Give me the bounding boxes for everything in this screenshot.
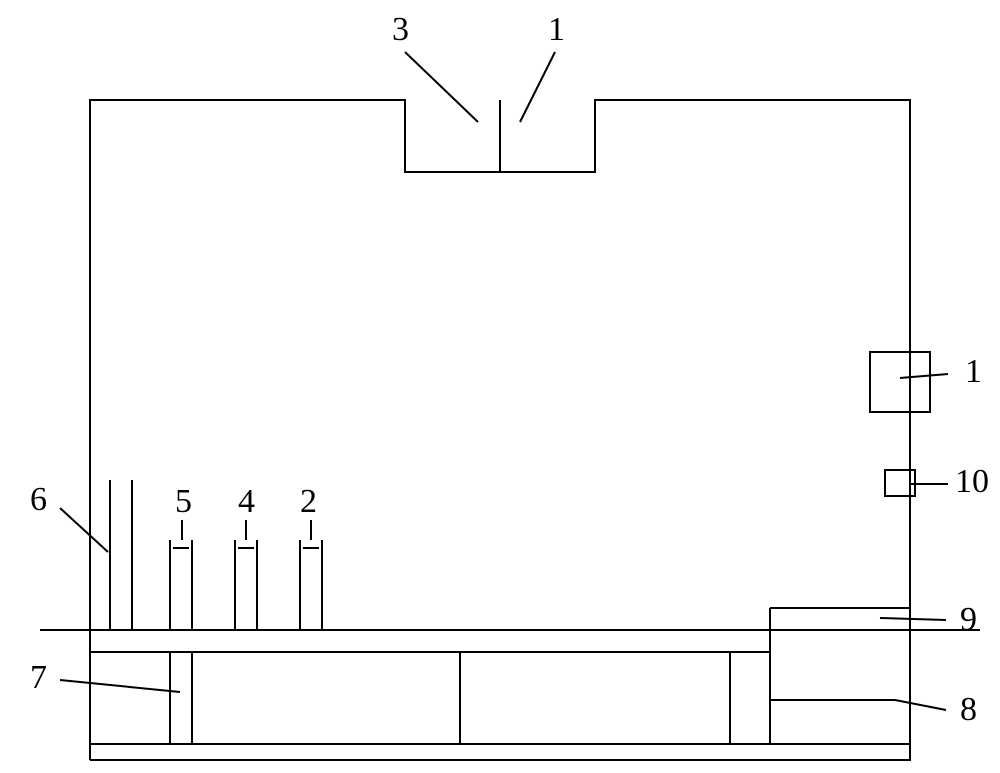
post-2 — [300, 540, 322, 630]
label-5: 5 — [175, 483, 192, 520]
leader-9-4 — [880, 618, 946, 620]
leader-8-5 — [895, 700, 946, 710]
leader-7-7 — [60, 680, 180, 692]
label-7: 7 — [30, 659, 47, 696]
post-0 — [170, 540, 192, 630]
leader-1-1 — [520, 52, 555, 122]
label-4: 4 — [238, 483, 255, 520]
baffle — [110, 480, 132, 630]
leader-6-6 — [60, 508, 108, 552]
leader-3-0 — [405, 52, 478, 122]
outer-box — [90, 100, 910, 760]
label-10: 10 — [955, 463, 989, 500]
label-3: 3 — [392, 11, 409, 48]
label-6: 6 — [30, 481, 47, 518]
leader-1-2 — [900, 374, 948, 378]
label-9: 9 — [960, 601, 977, 638]
label-1: 1 — [548, 11, 565, 48]
label-2: 2 — [300, 483, 317, 520]
post-1 — [235, 540, 257, 630]
label-1: 1 — [965, 353, 982, 390]
right-box-1 — [870, 352, 930, 412]
label-8: 8 — [960, 691, 977, 728]
